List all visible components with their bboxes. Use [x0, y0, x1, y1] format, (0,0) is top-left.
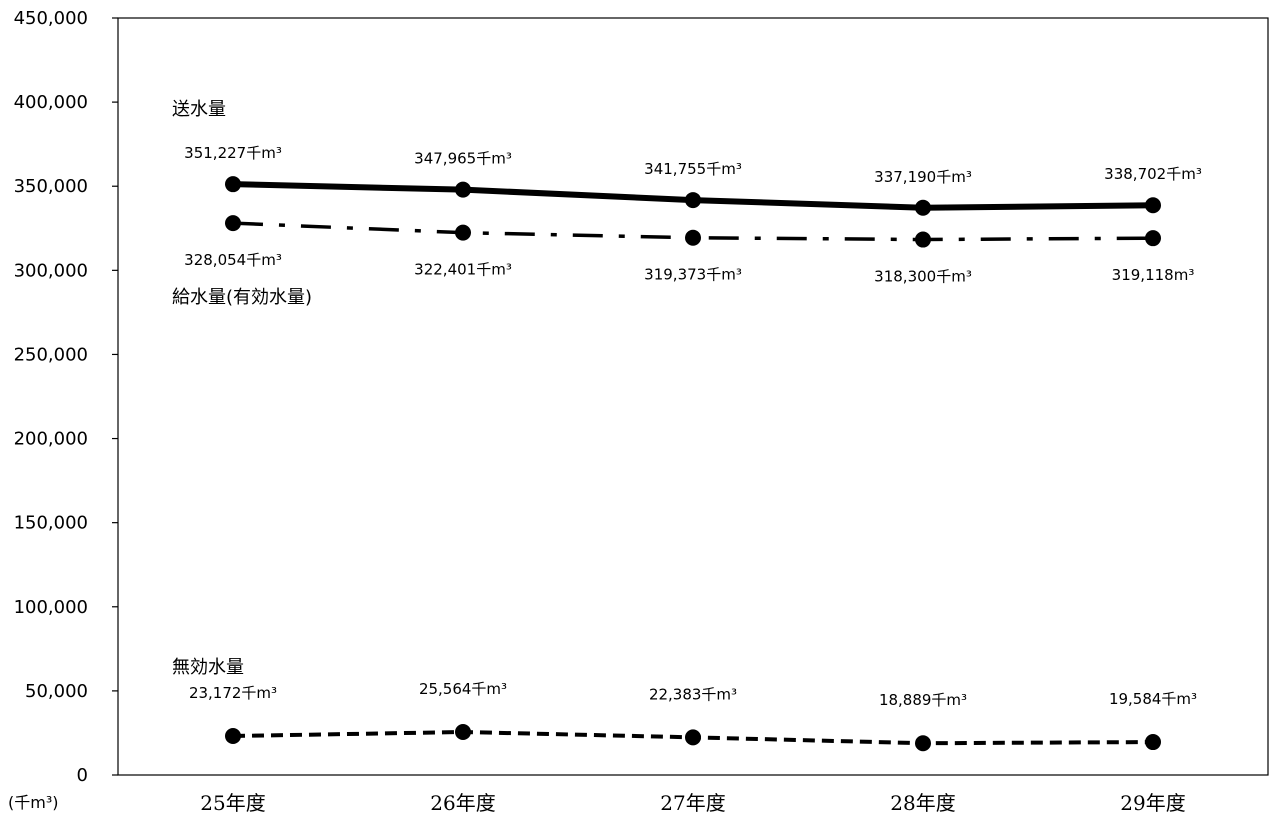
y-tick-label: 300,000: [14, 260, 88, 281]
data-point: [685, 192, 701, 209]
data-label: 338,702千m³: [1104, 165, 1202, 183]
data-point: [1145, 230, 1161, 247]
x-tick-label: 29年度: [1120, 791, 1185, 815]
y-tick-label: 400,000: [14, 92, 88, 113]
data-point: [455, 224, 471, 241]
x-tick-label: 26年度: [430, 791, 495, 815]
data-label: 19,584千m³: [1109, 690, 1197, 708]
series-points: [225, 176, 1161, 752]
data-label: 23,172千m³: [189, 684, 277, 702]
plot-area: [117, 17, 1269, 776]
data-label: 22,383千m³: [649, 685, 737, 703]
y-axis-unit: (千m³): [8, 793, 59, 812]
y-tick-label: 250,000: [14, 344, 88, 365]
data-point: [455, 723, 471, 740]
data-point: [225, 728, 241, 745]
data-labels: 351,227千m³ 347,965千m³ 341,755千m³ 337,190千m³…: [184, 144, 1202, 709]
data-point: [1145, 197, 1161, 214]
data-label: 319,118m³: [1112, 266, 1195, 284]
data-point: [1145, 734, 1161, 751]
data-label: 351,227千m³: [184, 144, 282, 162]
data-label: 328,054千m³: [184, 251, 282, 269]
y-tick-label: 450,000: [14, 8, 88, 29]
data-label: 318,300千m³: [874, 268, 972, 286]
data-point: [685, 729, 701, 746]
data-label: 341,755千m³: [644, 160, 742, 178]
data-label: 322,401千m³: [414, 261, 512, 279]
x-tick-label: 28年度: [890, 791, 955, 815]
data-label: 347,965千m³: [414, 150, 512, 168]
y-tick-label: 100,000: [14, 597, 88, 618]
data-point: [915, 231, 931, 248]
y-tick-label: 50,000: [25, 681, 88, 702]
x-tick-label: 27年度: [660, 791, 725, 815]
y-tick-label: 350,000: [14, 176, 88, 197]
data-point: [225, 215, 241, 232]
data-label: 18,889千m³: [879, 691, 967, 709]
data-point: [685, 229, 701, 246]
data-label: 337,190千m³: [874, 168, 972, 186]
data-label: 319,373千m³: [644, 266, 742, 284]
x-tick-label: 25年度: [200, 791, 265, 815]
series-name-send: 送水量: [172, 99, 226, 120]
data-point: [455, 181, 471, 198]
series-line-1: [232, 221, 1154, 242]
series-name-supply: 給水量(有効水量): [172, 287, 312, 308]
y-tick-label: 200,000: [14, 429, 88, 450]
y-axis: 0 50,000 100,000 150,000 200,000 250,000 300,0…: [14, 8, 118, 786]
y-tick-label: 150,000: [14, 513, 88, 534]
data-point: [915, 199, 931, 216]
data-point: [915, 735, 931, 752]
x-axis: 25年度 26年度 27年度 28年度 29年度: [200, 791, 1185, 815]
series-name-invalid: 無効水量: [172, 657, 244, 678]
data-point: [225, 176, 241, 193]
y-tick-label: 0: [77, 765, 88, 786]
data-label: 25,564千m³: [419, 680, 507, 698]
